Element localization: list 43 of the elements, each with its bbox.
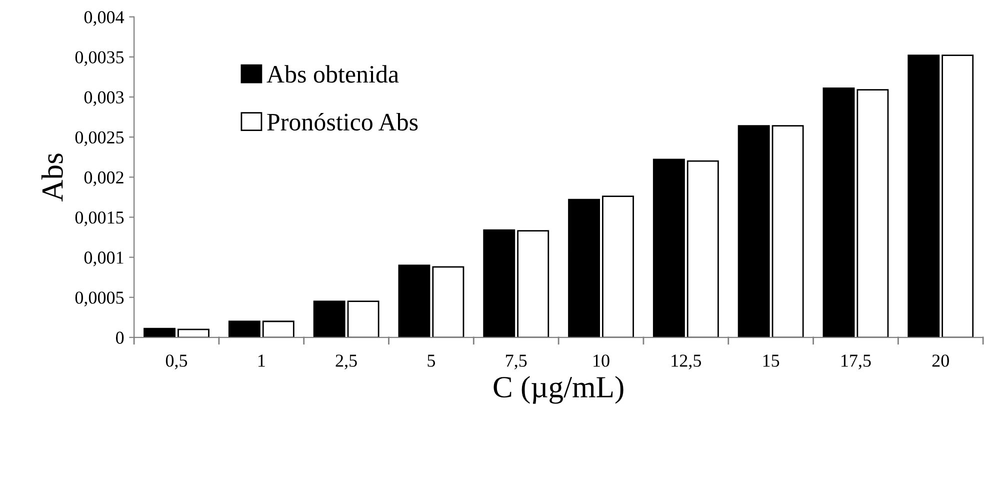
x-tick-label: 1 <box>258 354 265 367</box>
y-tick-label: 0,0015 <box>75 211 124 226</box>
bar <box>313 300 346 338</box>
x-tick-label: 20 <box>932 354 949 367</box>
x-axis-title: C (µg/mL) <box>494 376 624 404</box>
y-tick-label: 0,0025 <box>75 131 124 146</box>
y-tick-label: 0,0005 <box>75 292 124 306</box>
y-tick-label: 0,0035 <box>75 51 124 66</box>
x-tick-label: 17,5 <box>842 354 871 370</box>
x-tick-label: 12,5 <box>672 354 702 370</box>
bar <box>772 125 804 338</box>
bar <box>483 229 516 338</box>
bar <box>568 198 600 338</box>
x-tick-label: 7,5 <box>506 354 527 370</box>
bar <box>738 125 770 338</box>
bar <box>908 54 940 338</box>
bar <box>602 196 634 338</box>
bar <box>262 320 294 338</box>
bar <box>432 266 464 338</box>
x-tick-label: 5 <box>428 354 436 367</box>
bar <box>228 320 260 338</box>
y-tick-label: 0 <box>116 332 124 344</box>
x-tick-label: 15 <box>763 354 780 367</box>
bar <box>652 158 685 338</box>
legend-label: Abs obtenida <box>266 65 399 83</box>
bar <box>517 230 550 338</box>
bar <box>822 87 855 338</box>
legend-label: Pronóstico Abs <box>267 112 418 131</box>
bar <box>686 160 719 338</box>
y-tick-label: 0,004 <box>84 11 124 26</box>
x-tick-label: 2,5 <box>336 354 357 370</box>
bar <box>347 300 380 338</box>
bar <box>178 328 210 338</box>
bar <box>942 54 974 338</box>
y-tick-label: 0,001 <box>84 252 124 266</box>
y-tick-label: 0,002 <box>84 171 124 186</box>
bar <box>144 328 176 338</box>
y-axis-title: Abs <box>41 154 63 202</box>
x-tick-label: 0,5 <box>166 354 188 370</box>
bar <box>398 264 430 338</box>
bar <box>856 89 889 338</box>
x-tick-label: 10 <box>594 354 610 367</box>
y-tick-label: 0,003 <box>84 91 124 106</box>
